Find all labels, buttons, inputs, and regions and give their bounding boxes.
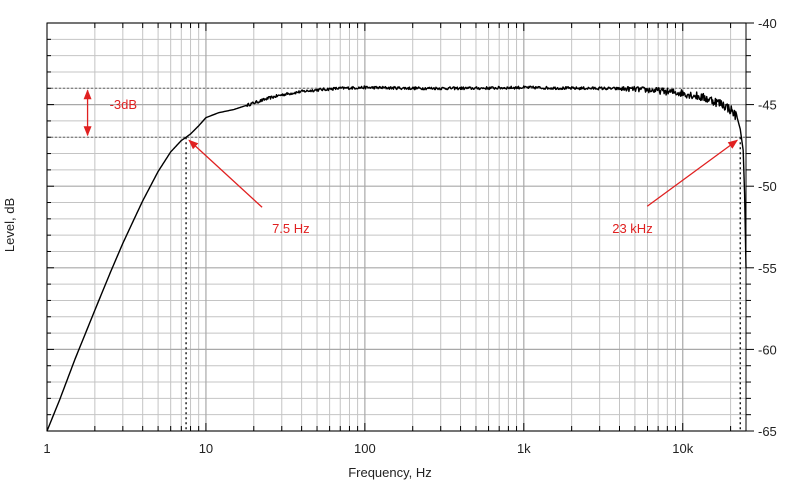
- x-tick-label: 1k: [517, 441, 531, 456]
- y-tick-labels: -40 -45 -50 -55 -60 -65: [758, 16, 777, 439]
- x-tick-label: 10: [199, 441, 213, 456]
- y-axis-label: Level, dB: [2, 198, 17, 252]
- y-tick-label: -65: [758, 424, 777, 439]
- y-tick-label: -50: [758, 179, 777, 194]
- x-tick-label: 100: [354, 441, 376, 456]
- x-tick-label: 10k: [672, 441, 693, 456]
- y-tick-label: -60: [758, 342, 777, 357]
- y-tick-label: -40: [758, 16, 777, 31]
- plot-frame: [46, 22, 747, 432]
- annotation-label: -3dB: [110, 97, 137, 112]
- annotation-label: 23 kHz: [612, 221, 652, 236]
- x-tick-label: 1: [43, 441, 50, 456]
- series-line: [46, 85, 747, 432]
- y-tick-label: -45: [758, 98, 777, 113]
- x-axis-label: Frequency, Hz: [348, 465, 432, 480]
- annotation-arrow: [188, 139, 263, 208]
- tick-marks: [46, 22, 754, 432]
- y-tick-label: -55: [758, 261, 777, 276]
- annotation-arrow: [646, 139, 739, 207]
- series-layer: [46, 85, 747, 432]
- annotation-label: 7.5 Hz: [272, 221, 310, 236]
- annotations: -3dB 7.5 Hz 23 kHz: [83, 89, 739, 236]
- x-tick-labels: 1 10 100 1k 10k: [43, 441, 693, 456]
